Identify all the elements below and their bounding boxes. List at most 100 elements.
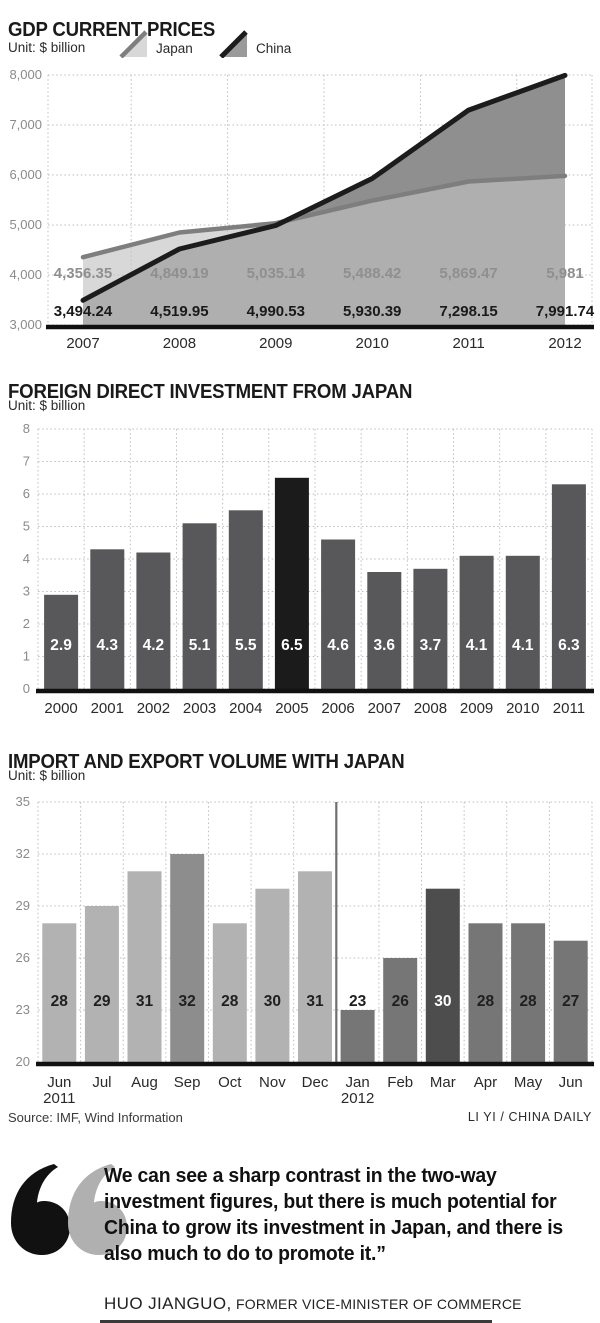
svg-text:28: 28 <box>477 993 495 1010</box>
bar <box>459 555 494 690</box>
svg-text:5: 5 <box>23 519 30 534</box>
bar <box>511 923 546 1062</box>
svg-text:2000: 2000 <box>44 700 77 717</box>
bar <box>367 572 402 689</box>
bar <box>505 555 540 690</box>
svg-text:29: 29 <box>93 993 111 1010</box>
bar <box>413 568 448 690</box>
svg-text:28: 28 <box>51 993 69 1010</box>
svg-text:7,991.74: 7,991.74 <box>536 303 595 320</box>
svg-text:23: 23 <box>349 993 367 1010</box>
svg-text:2001: 2001 <box>91 700 124 717</box>
svg-text:2005: 2005 <box>275 700 308 717</box>
svg-text:8: 8 <box>23 424 30 436</box>
svg-text:20: 20 <box>16 1054 30 1069</box>
bar <box>321 539 356 689</box>
svg-text:5.1: 5.1 <box>189 637 211 654</box>
svg-text:Nov: Nov <box>259 1074 286 1091</box>
svg-text:5,035.14: 5,035.14 <box>247 265 306 282</box>
svg-text:2007: 2007 <box>66 335 99 352</box>
gdp-chart-title: GDP CURRENT PRICES <box>8 19 216 42</box>
bar <box>553 940 588 1062</box>
bar <box>44 594 79 690</box>
svg-text:5,930.39: 5,930.39 <box>343 303 401 320</box>
bar <box>425 888 460 1062</box>
svg-text:35: 35 <box>16 795 30 809</box>
svg-text:2011: 2011 <box>43 1090 75 1107</box>
bar <box>468 923 503 1062</box>
japan-value-labels: 4,356.35 4,849.19 5,035.14 5,488.42 5,869.47… <box>54 265 584 282</box>
svg-text:5,488.42: 5,488.42 <box>343 265 401 282</box>
bottom-rule <box>100 1320 492 1323</box>
svg-text:4.6: 4.6 <box>327 637 349 654</box>
svg-text:Jun: Jun <box>559 1074 583 1091</box>
attribution-role: FORMER VICE-MINISTER OF COMMERCE <box>236 1296 522 1312</box>
svg-text:2002: 2002 <box>137 700 170 717</box>
svg-text:Jun: Jun <box>47 1074 71 1091</box>
svg-text:5,981: 5,981 <box>546 265 584 282</box>
legend-china-label: China <box>256 41 292 56</box>
svg-text:2.9: 2.9 <box>50 637 72 654</box>
svg-text:8,000: 8,000 <box>9 67 42 82</box>
legend-japan-label: Japan <box>156 41 193 56</box>
y-axis-ticks: 8,000 7,000 6,000 5,000 4,000 3,000 <box>9 67 42 332</box>
svg-text:23: 23 <box>16 1002 30 1017</box>
fdi-chart-title: FOREIGN DIRECT INVESTMENT FROM JAPAN <box>8 381 413 404</box>
svg-text:32: 32 <box>16 846 30 861</box>
svg-text:31: 31 <box>306 993 324 1010</box>
svg-text:6.5: 6.5 <box>281 637 303 654</box>
trade-bar-chart: 35 32 29 26 23 20 28 29 31 32 28 30 31 23 26 30 28 28 27 Ju… <box>16 795 594 1107</box>
source-text: Source: IMF, Wind Information <box>8 1110 183 1125</box>
svg-text:4.2: 4.2 <box>143 637 165 654</box>
bar <box>340 1010 375 1062</box>
svg-text:28: 28 <box>519 993 537 1010</box>
bars <box>42 854 588 1062</box>
svg-text:Jan: Jan <box>346 1074 370 1091</box>
svg-text:2003: 2003 <box>183 700 216 717</box>
svg-text:3: 3 <box>23 584 30 599</box>
svg-text:30: 30 <box>264 993 281 1010</box>
quote-mark-icon <box>11 1164 127 1255</box>
svg-text:1: 1 <box>23 649 30 664</box>
china-line <box>80 72 568 303</box>
svg-text:6,000: 6,000 <box>9 167 42 182</box>
svg-text:2008: 2008 <box>163 335 196 352</box>
svg-text:Jul: Jul <box>92 1074 111 1091</box>
svg-text:2009: 2009 <box>259 335 292 352</box>
svg-text:Feb: Feb <box>387 1074 413 1091</box>
bar <box>383 958 418 1062</box>
gdp-unit-label: Unit: $ billion <box>8 40 86 55</box>
svg-text:2012: 2012 <box>548 335 581 352</box>
svg-text:29: 29 <box>16 898 30 913</box>
bar-value-labels: 28 29 31 32 28 30 31 23 26 30 28 28 27 <box>51 993 580 1010</box>
japan-area <box>83 175 565 325</box>
svg-text:Mar: Mar <box>430 1074 456 1091</box>
svg-text:4,519.95: 4,519.95 <box>150 303 208 320</box>
svg-text:5,000: 5,000 <box>9 217 42 232</box>
svg-text:Apr: Apr <box>474 1074 497 1091</box>
bar <box>212 923 247 1062</box>
svg-text:2010: 2010 <box>356 335 389 352</box>
bar <box>42 923 77 1062</box>
svg-text:4: 4 <box>23 551 30 566</box>
svg-text:4,000: 4,000 <box>9 267 42 282</box>
svg-text:4.1: 4.1 <box>466 637 488 654</box>
svg-text:26: 26 <box>392 993 410 1010</box>
bar <box>170 854 205 1062</box>
x-axis-labels: 2007 2008 2009 2010 2011 2012 <box>66 335 581 352</box>
bar <box>298 871 332 1062</box>
attribution-name: HUO JIANGUO, <box>104 1294 232 1313</box>
y-axis-ticks: 35 32 29 26 23 20 <box>16 795 30 1069</box>
quote-text: We can see a sharp contrast in the two-w… <box>104 1165 564 1265</box>
svg-text:5,869.47: 5,869.47 <box>439 265 497 282</box>
svg-text:6: 6 <box>23 486 30 501</box>
svg-text:4.1: 4.1 <box>512 637 534 654</box>
bar <box>90 549 125 690</box>
svg-text:5.5: 5.5 <box>235 637 257 654</box>
svg-text:7: 7 <box>23 454 30 469</box>
svg-text:3.6: 3.6 <box>373 637 395 654</box>
svg-text:30: 30 <box>434 993 451 1010</box>
svg-text:26: 26 <box>16 950 30 965</box>
svg-text:28: 28 <box>221 993 239 1010</box>
